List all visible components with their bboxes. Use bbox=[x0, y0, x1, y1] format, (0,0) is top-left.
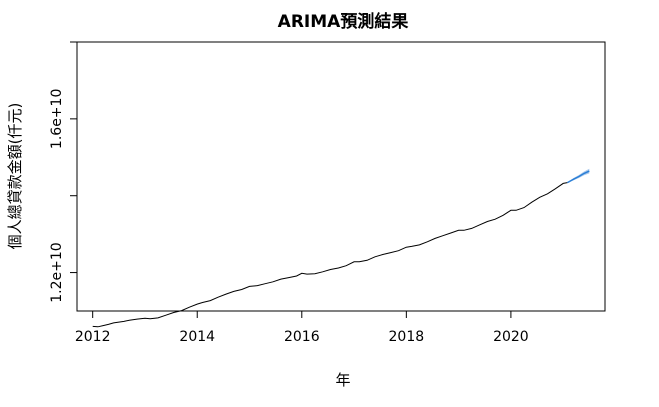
x-tick-label: 2012 bbox=[75, 329, 111, 345]
y-tick-label: 1.6e+10 bbox=[49, 89, 65, 149]
y-tick-label: 1.2e+10 bbox=[49, 242, 65, 302]
forecast-series-line bbox=[567, 170, 590, 184]
observed-series-line bbox=[92, 182, 568, 328]
chart-title: ARIMA預測結果 bbox=[278, 11, 409, 32]
x-tick-label: 2016 bbox=[284, 329, 320, 345]
y-axis-label: 個人總貸款金額(仟元) bbox=[6, 103, 24, 250]
x-tick-label: 2018 bbox=[389, 329, 425, 345]
plot-frame bbox=[76, 41, 606, 312]
x-tick-label: 2014 bbox=[179, 329, 215, 345]
x-tick-label: 2020 bbox=[493, 329, 529, 345]
x-axis-label: 年 bbox=[335, 371, 350, 389]
